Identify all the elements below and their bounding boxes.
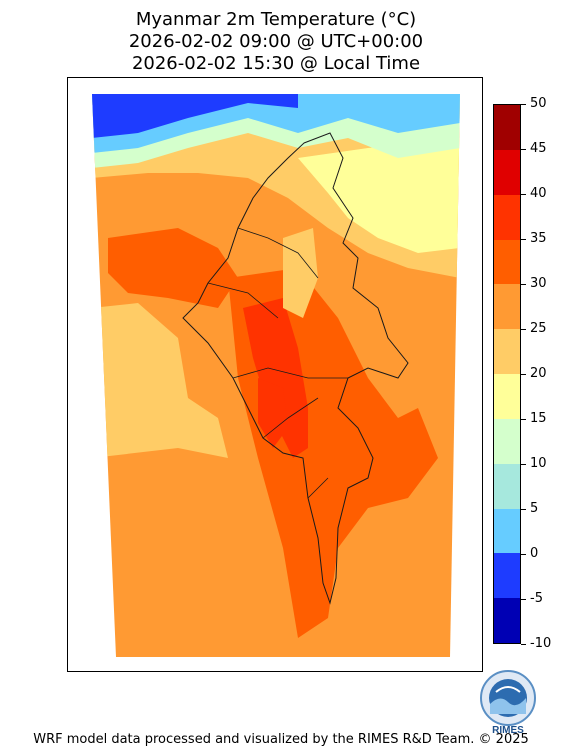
colorbar-tick [521,644,526,645]
colorbar-tick [521,104,526,105]
colorbar-segment [494,239,520,285]
colorbar-segment [494,329,520,375]
myanmar-outline [182,132,409,605]
colorbar-tick [521,374,526,375]
colorbar-tick-label: 50 [530,96,547,111]
colorbar-segment [494,374,520,419]
field-15-20 [298,138,460,253]
temperature-map [92,94,460,657]
colorbar-segment [494,598,520,644]
region-boundaries [207,227,348,499]
colorbar-tick-label: 20 [530,366,547,381]
colorbar-segment [494,284,520,330]
rimes-logo-emblem [480,670,536,726]
field-minus5-0 [92,94,298,138]
field-35-40-south [258,378,288,448]
colorbar-tick-label: -10 [530,636,552,651]
colorbar-segment [494,194,520,240]
colorbar-tick-label: 35 [530,231,547,246]
colorbar-segment [494,105,520,150]
field-35-40 [243,298,308,458]
colorbar-segment [494,418,520,464]
colorbar-tick [521,194,526,195]
colorbar-tick-label: -5 [530,591,543,606]
map-title-line3: 2026-02-02 15:30 @ Local Time [131,53,421,74]
colorbar-tick-label: 40 [530,186,547,201]
colorbar [493,104,521,644]
map-panel: RIMES [67,77,536,736]
colorbar-tick-label: 15 [530,411,547,426]
colorbar-tick-label: 45 [530,141,547,156]
colorbar-tick-label: 25 [530,321,547,336]
colorbar-tick-label: 10 [530,456,547,471]
rimes-logo: RIMES [476,668,540,738]
colorbar-tick [521,329,526,330]
colorbar-tick [521,464,526,465]
colorbar-tick [521,149,526,150]
colorbar-tick-label: 30 [530,276,547,291]
colorbar-segment [494,553,520,599]
colorbar-segment [494,508,520,554]
temperature-field [92,94,460,657]
map-title-line2: 2026-02-02 09:00 @ UTC+00:00 [128,31,424,52]
colorbar-tick [521,599,526,600]
colorbar-tick-label: 5 [530,501,539,516]
footer-credit: WRF model data processed and visualized … [33,732,529,747]
colorbar-tick [521,554,526,555]
field-20-25-highland [283,228,318,318]
colorbar-tick-label: 0 [530,546,539,561]
map-title-line1: Myanmar 2m Temperature (°C) [135,9,417,30]
colorbar-segment [494,463,520,509]
colorbar-segment [494,149,520,195]
colorbar-tick [521,509,526,510]
colorbar-tick [521,239,526,240]
logo-text: RIMES [492,725,524,736]
field-20-25-west [92,303,228,458]
colorbar-tick [521,284,526,285]
colorbar-tick [521,419,526,420]
